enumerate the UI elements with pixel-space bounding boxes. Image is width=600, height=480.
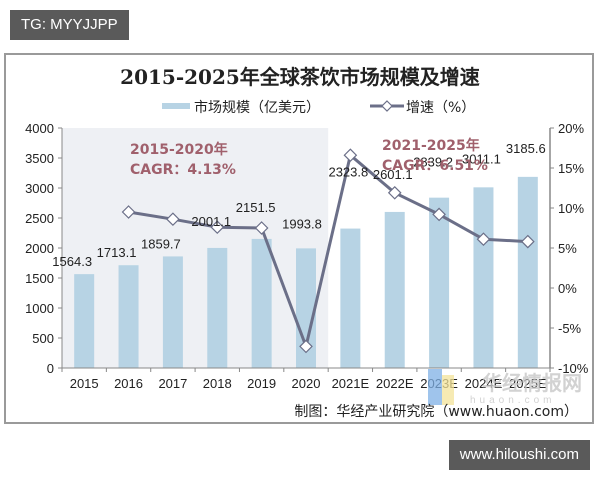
y-left-tick-label: 3500 xyxy=(25,151,54,166)
x-tick-label: 2021E xyxy=(332,376,370,391)
cagr-left-period: 2015-2020年 xyxy=(130,141,228,158)
bar-data-label: 2323.8 xyxy=(328,165,368,180)
bar-data-label: 2151.5 xyxy=(236,200,276,215)
shaded-region-2015-2020 xyxy=(62,128,329,368)
x-tick-label: 2020 xyxy=(292,376,321,391)
bar-data-label: 1859.7 xyxy=(141,236,181,251)
diamond-marker-icon xyxy=(343,148,358,163)
cagr-right-value: CAGR：6.51% xyxy=(382,158,488,174)
y-left-tick-label: 500 xyxy=(32,331,54,346)
bar-data-label: 2601.1 xyxy=(373,167,413,182)
diamond-marker-icon xyxy=(520,234,535,249)
y-right-tick-label: 0% xyxy=(558,281,577,296)
watermark-bottom: www.hiloushi.com xyxy=(448,440,590,470)
axes: 0 500 1000 1500 2000 2500 3000 3500 4000 -10% -5% 0… xyxy=(25,121,589,391)
chart-title: 2015-2025年全球茶饮市场规模及增速 xyxy=(120,65,480,89)
y-left-tick-label: 1500 xyxy=(25,271,54,286)
x-tick-label: 2015 xyxy=(70,376,99,391)
bar-2016 xyxy=(118,265,139,368)
bar-2017 xyxy=(162,256,183,368)
logo-yellow-mark-icon xyxy=(442,375,454,405)
watermark-top: TG: MYYJJPP xyxy=(10,10,129,40)
bar-data-label: 3011.1 xyxy=(462,151,501,166)
cagr-left-value: CAGR：4.13% xyxy=(130,162,236,178)
source-note: 制图：华经产业研究院（www.huaon.com） xyxy=(294,404,578,420)
x-tick-label: 2022E xyxy=(376,376,414,391)
diamond-marker-icon xyxy=(210,220,225,235)
y-right-tick-label: -5% xyxy=(558,321,582,336)
y-right-tick-label: 20% xyxy=(558,121,584,136)
y-left-tick-label: 1000 xyxy=(25,301,54,316)
y-right-tick-label: 15% xyxy=(558,161,584,176)
logo-watermark-text: 华经情报网 xyxy=(482,371,582,395)
diamond-marker-icon xyxy=(476,232,491,247)
y-right-tick-label: 5% xyxy=(558,241,577,256)
bar-2020 xyxy=(296,248,316,368)
growth-line xyxy=(128,153,528,348)
diamond-marker-icon xyxy=(381,100,393,112)
bar-series xyxy=(74,176,538,368)
bar-2018 xyxy=(207,247,228,368)
bar-2024E xyxy=(473,187,494,368)
legend-bar-label: 市场规模（亿美元） xyxy=(194,99,320,116)
diamond-marker-icon xyxy=(166,212,180,227)
legend-bar-swatch xyxy=(162,103,190,109)
legend: 市场规模（亿美元） 增速（%） xyxy=(162,99,475,116)
bar-data-labels: 1564.3 1713.1 1859.7 2001.1 2151.5 1993.8 2323… xyxy=(52,141,545,269)
line-series xyxy=(121,148,535,354)
y-right-tick-label: 10% xyxy=(558,201,584,216)
diamond-marker-icon xyxy=(432,207,446,222)
y-left-tick-label: 4000 xyxy=(25,121,54,136)
bar-data-label: 1993.8 xyxy=(282,216,322,231)
diamond-marker-icon xyxy=(121,205,136,219)
bar-data-label: 3185.6 xyxy=(506,141,546,156)
y-left-tick-label: 3000 xyxy=(25,181,54,196)
y-left-tick-label: 2500 xyxy=(25,211,54,226)
diamond-marker-icon xyxy=(299,339,313,354)
bar-data-label: 2001.1 xyxy=(191,214,231,229)
cagr-right-period: 2021-2025年 xyxy=(382,137,480,154)
legend-line-label: 增速（%） xyxy=(406,100,475,116)
bar-2025E xyxy=(517,176,538,368)
bar-data-label: 1713.1 xyxy=(97,245,137,260)
logo-watermark-subtext: huaon.com xyxy=(470,395,555,406)
logo-blue-mark-icon xyxy=(428,369,442,405)
diamond-marker-icon xyxy=(387,185,402,200)
x-tick-label: 2024E xyxy=(465,376,503,391)
bar-2019 xyxy=(251,238,272,368)
diamond-marker-icon xyxy=(254,221,269,235)
bar-2022E xyxy=(384,211,405,368)
x-tick-label: 2016 xyxy=(114,376,143,391)
x-tick-label: 2019 xyxy=(247,376,276,391)
y-right-tick-label: -10% xyxy=(558,361,589,376)
bar-data-label: 2839.2 xyxy=(413,155,453,170)
bar-2015 xyxy=(74,274,95,368)
x-tick-label: 2025E xyxy=(509,376,547,391)
x-tick-label: 2018 xyxy=(203,376,232,391)
x-tick-label: 2017 xyxy=(158,376,187,391)
huaon-logo-watermark: 华经情报网 huaon.com xyxy=(428,369,582,406)
bar-2021E xyxy=(340,228,361,368)
y-left-tick-label: 2000 xyxy=(25,241,54,256)
y-left-tick-label: 0 xyxy=(47,361,54,376)
bar-data-label: 1564.3 xyxy=(52,254,92,269)
bar-2023E xyxy=(429,197,450,368)
